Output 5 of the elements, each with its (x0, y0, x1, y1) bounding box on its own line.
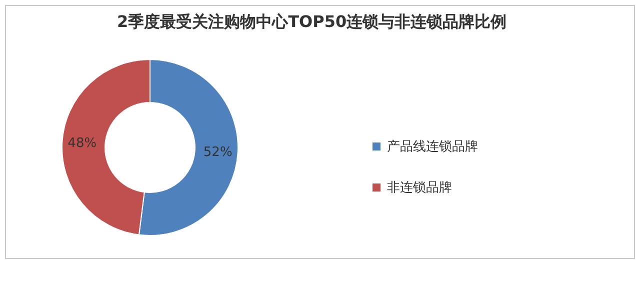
legend-label: 产品线连锁品牌 (387, 140, 478, 154)
data-label: 48% (68, 136, 97, 152)
data-label: 52% (203, 144, 232, 160)
legend-label: 非连锁品牌 (387, 180, 452, 196)
chart-title: 2季度最受关注购物中心TOP50连锁与非连锁品牌比例 (117, 12, 507, 31)
